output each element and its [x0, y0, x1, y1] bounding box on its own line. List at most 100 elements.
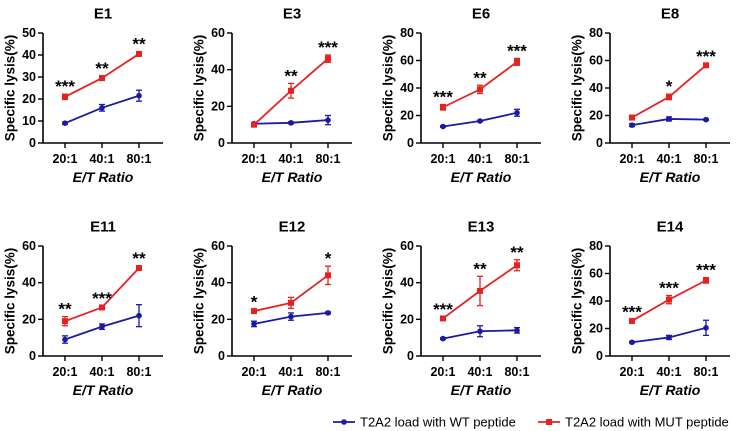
x-tick-label: 20:1 [619, 152, 644, 166]
data-point-mut [440, 315, 446, 322]
y-tick-label: 40 [400, 81, 414, 95]
x-tick-label: 80:1 [693, 152, 718, 166]
data-point-wt [666, 334, 672, 341]
y-tick-label: 80 [589, 26, 603, 40]
data-point-mut [666, 93, 672, 100]
y-tick-label: 40 [211, 276, 225, 290]
data-point-mut [251, 121, 257, 128]
significance-mark: ** [95, 59, 109, 78]
data-point-mut [99, 75, 105, 82]
data-point-mut [99, 304, 105, 311]
data-point-wt [325, 117, 331, 123]
y-tick-label: 60 [211, 26, 225, 40]
significance-mark: *** [433, 300, 453, 319]
significance-mark: ** [473, 68, 487, 87]
y-tick-label: 0 [29, 136, 36, 150]
y-axis-label: Specific lysis(%) [381, 35, 396, 142]
x-axis-label: E/T Ratio [262, 382, 323, 398]
chart-title: E6 [472, 6, 490, 23]
y-tick-label: 60 [400, 239, 414, 253]
significance-mark: *** [318, 38, 338, 57]
y-tick-label: 20 [22, 312, 36, 326]
data-point-mut [629, 114, 635, 121]
significance-mark: ** [510, 243, 524, 262]
chart-panel-e12: E12 0 20 40 60 20:1 40:1 80:1 E/T Ratio Specific … [192, 219, 352, 398]
y-tick-label: 40 [589, 81, 603, 95]
legend-wt-label: T2A2 load with WT peptide [360, 415, 516, 430]
significance-mark: *** [92, 289, 112, 308]
data-point-mut [325, 55, 331, 62]
data-point-mut [666, 296, 672, 303]
data-point-wt [514, 109, 520, 116]
y-tick-label: 50 [22, 26, 36, 40]
y-tick-label: 40 [589, 294, 603, 308]
x-axis-label: E/T Ratio [73, 169, 134, 185]
x-axis-label: E/T Ratio [640, 382, 701, 398]
chart-title: E12 [279, 219, 306, 236]
data-point-wt [514, 327, 520, 334]
data-point-wt [251, 321, 257, 327]
data-point-wt [62, 120, 68, 126]
data-point-wt [666, 116, 672, 122]
chart-panel-e8: E8 0 20 40 60 80 20:1 40:1 80:1 E/T Ratio Specific… [570, 6, 730, 185]
x-axis-label: E/T Ratio [451, 382, 512, 398]
data-point-mut [514, 262, 520, 269]
x-tick-label: 40:1 [467, 365, 492, 379]
chart-panel-e11: E11 0 20 40 60 20:1 40:1 80:1 E/T Ratio Specific … [3, 219, 163, 398]
y-tick-label: 0 [218, 136, 225, 150]
y-tick-label: 60 [589, 267, 603, 281]
x-tick-label: 80:1 [504, 365, 529, 379]
y-axis-label: Specific lysis(%) [381, 248, 396, 355]
chart-title: E8 [661, 6, 679, 23]
data-point-mut [703, 62, 709, 69]
significance-mark: ** [284, 66, 298, 85]
significance-mark: *** [55, 77, 75, 96]
y-tick-label: 0 [407, 136, 414, 150]
significance-mark: * [251, 292, 258, 311]
data-point-mut [440, 104, 446, 111]
y-tick-label: 0 [407, 349, 414, 363]
x-tick-label: 40:1 [467, 152, 492, 166]
legend-mut-marker [546, 419, 552, 425]
y-tick-label: 20 [22, 92, 36, 106]
data-point-wt [325, 310, 331, 316]
chart-title: E11 [90, 219, 116, 236]
data-point-wt [440, 123, 446, 130]
data-point-mut [288, 299, 294, 306]
y-axis-label: Specific lysis(%) [192, 35, 207, 142]
data-point-wt [629, 122, 635, 128]
y-tick-label: 20 [589, 109, 603, 123]
data-point-wt [477, 118, 483, 124]
x-tick-label: 80:1 [126, 152, 151, 166]
chart-panel-e6: E6 0 20 40 60 80 20:1 40:1 80:1 E/T Ratio Specific… [381, 6, 541, 185]
significance-mark: ** [132, 35, 146, 54]
y-axis-label: Specific lysis(%) [3, 248, 18, 355]
significance-mark: *** [659, 279, 679, 298]
y-tick-label: 60 [589, 54, 603, 68]
data-point-wt [288, 120, 294, 126]
y-tick-label: 20 [211, 99, 225, 113]
y-tick-label: 80 [400, 26, 414, 40]
x-tick-label: 40:1 [278, 152, 303, 166]
chart-panel-e14: E14 0 20 40 60 80 20:1 40:1 80:1 E/T Ratio Specifi… [570, 219, 730, 398]
data-point-mut [62, 318, 68, 325]
data-point-wt [99, 323, 105, 330]
data-point-mut [251, 308, 257, 315]
data-point-wt [703, 116, 709, 123]
legend-mut-label: T2A2 load with MUT peptide [565, 415, 729, 430]
y-tick-label: 40 [400, 276, 414, 290]
y-tick-label: 30 [22, 70, 36, 84]
data-point-mut [477, 86, 483, 93]
data-point-wt [62, 336, 68, 343]
y-tick-label: 20 [211, 312, 225, 326]
significance-mark: ** [58, 300, 72, 319]
data-point-mut [136, 50, 142, 57]
chart-title: E3 [283, 6, 301, 23]
x-tick-label: 20:1 [430, 365, 455, 379]
data-point-mut [629, 317, 635, 324]
x-tick-label: 20:1 [241, 152, 266, 166]
x-tick-label: 40:1 [656, 152, 681, 166]
chart-title: E1 [94, 6, 112, 23]
y-axis-label: Specific lysis(%) [3, 35, 18, 142]
